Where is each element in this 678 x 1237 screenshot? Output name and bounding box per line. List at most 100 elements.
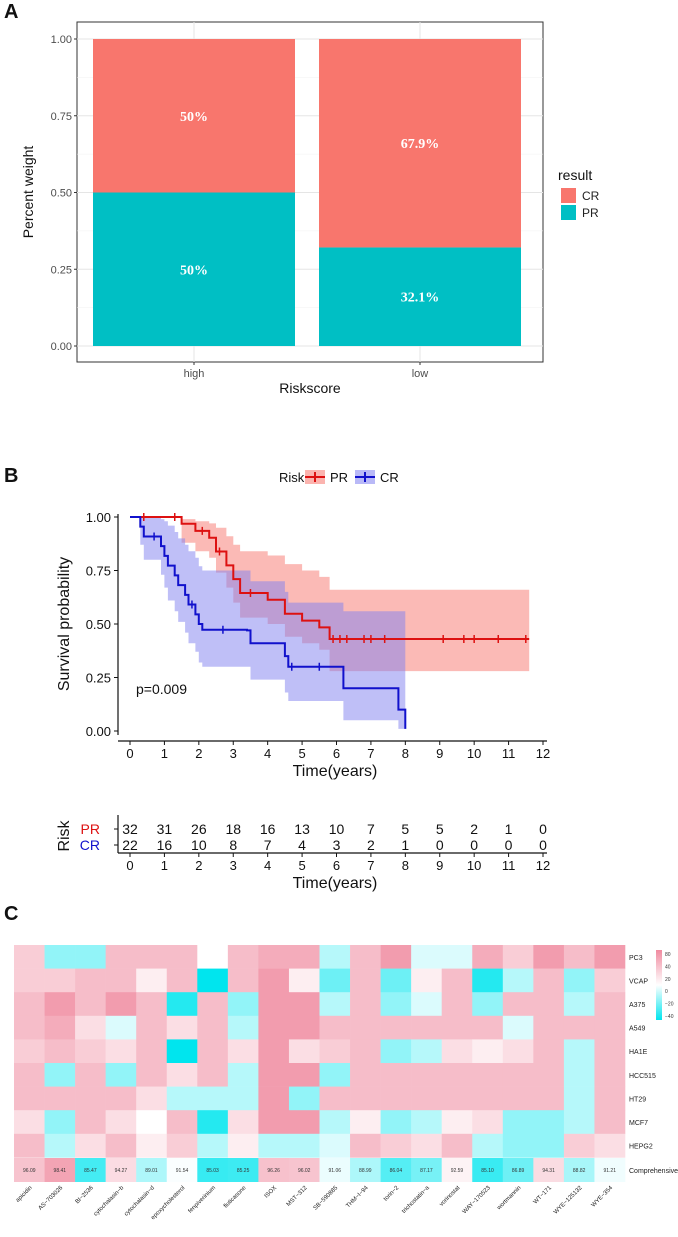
panel-a-y-tick-label: 0.50 (51, 188, 72, 200)
comprehensive-value: 91.21 (603, 1168, 616, 1174)
heatmap-cell (380, 1110, 412, 1135)
comprehensive-cell (166, 1158, 198, 1182)
heatmap-cell (227, 1086, 259, 1111)
risk-table-count: 18 (225, 821, 241, 837)
comprehensive-value: 85.25 (237, 1168, 250, 1174)
risk-table-row-label-cr: CR (80, 837, 100, 853)
comprehensive-cell (533, 1158, 565, 1182)
heatmap-row-label: VCAP (629, 978, 648, 985)
heatmap-cell (380, 968, 412, 993)
heatmap-cell (105, 992, 137, 1017)
censor-mark-pr (471, 634, 478, 643)
heatmap-cell (227, 1015, 259, 1040)
heatmap-cell (350, 992, 381, 1017)
risk-table-count: 5 (436, 821, 444, 837)
panel-a-label: A (4, 1, 18, 23)
heatmap-column-label: vorinostat (439, 1185, 462, 1208)
heatmap-column-label: WT−171 (533, 1185, 554, 1206)
heatmap-cell (136, 1063, 168, 1087)
heatmap-cell (411, 992, 442, 1017)
comprehensive-cell (411, 1158, 442, 1182)
censor-mark-cr (219, 625, 226, 634)
heatmap-cell (44, 945, 76, 969)
heatmap-cell (197, 1110, 229, 1135)
risk-table-x-tick-label: 2 (195, 858, 202, 873)
heatmap-cell (533, 1110, 565, 1135)
risk-table-count: 5 (401, 821, 409, 837)
heatmap-cell (136, 1133, 168, 1158)
heatmap-cell (44, 968, 76, 993)
heatmap-cell (14, 1086, 45, 1111)
heatmap-cell (258, 1133, 290, 1158)
risk-table-x-tick-label: 8 (402, 858, 409, 873)
heatmap-cell (563, 1086, 595, 1111)
comprehensive-cell (75, 1158, 106, 1182)
heatmap-cell (197, 1063, 229, 1087)
heatmap-row-label: MCF7 (629, 1120, 648, 1127)
comprehensive-value: 88.82 (573, 1168, 586, 1174)
comprehensive-cell (502, 1158, 534, 1182)
heatmap-cell (105, 1015, 137, 1040)
heatmap-cell (105, 945, 137, 969)
colorbar-tick-label: 80 (665, 952, 671, 958)
heatmap-cell (44, 1015, 76, 1040)
heatmap-cell (533, 1086, 565, 1111)
heatmap-cell (380, 945, 412, 969)
heatmap-cell (411, 1133, 442, 1158)
censor-mark-cr (151, 532, 158, 541)
heatmap-cell (197, 1015, 229, 1040)
heatmap-cell (288, 1015, 320, 1040)
risk-table-count: 16 (260, 821, 276, 837)
heatmap-cell (594, 1133, 626, 1158)
heatmap-cell (75, 992, 106, 1017)
heatmap-column-label: WYE−354 (591, 1185, 615, 1209)
heatmap-cell (136, 1110, 168, 1135)
risk-table-x-tick-label: 3 (230, 858, 237, 873)
panel-b-x-tick-label: 3 (230, 746, 237, 761)
heatmap-cell (380, 1063, 412, 1087)
risk-table-count: 2 (367, 837, 375, 853)
heatmap-cell (533, 992, 565, 1017)
heatmap-cell (533, 1063, 565, 1087)
heatmap-cell (594, 1063, 626, 1087)
comprehensive-value: 85.03 (206, 1168, 219, 1174)
heatmap-cell (288, 1063, 320, 1087)
heatmap-cell (594, 1110, 626, 1135)
comprehensive-value: 94.31 (542, 1168, 555, 1174)
heatmap-cell (350, 968, 381, 993)
panel-b-y-axis-title: Survival probability (56, 557, 73, 691)
comprehensive-value: 85.47 (84, 1168, 97, 1174)
comprehensive-value: 87.17 (420, 1168, 433, 1174)
risk-table-x-tick-label: 4 (264, 858, 271, 873)
heatmap-cell (563, 1015, 595, 1040)
heatmap-cell (319, 945, 351, 969)
comprehensive-cell (227, 1158, 259, 1182)
heatmap-cell (44, 1133, 76, 1158)
heatmap-cell (75, 1063, 106, 1087)
risk-table-row-label-pr: PR (81, 821, 100, 837)
heatmap-cell (227, 1039, 259, 1064)
survival-curve-cr (130, 516, 407, 729)
heatmap-cell (472, 1015, 504, 1040)
heatmap-cell (14, 1110, 45, 1135)
risk-table-count: 32 (122, 821, 138, 837)
heatmap-column-label: fluticasone (223, 1185, 248, 1210)
bar-cr-high (93, 39, 295, 193)
heatmap-cell (441, 992, 473, 1017)
comprehensive-cell (319, 1158, 351, 1182)
censor-mark-pr (247, 588, 254, 597)
heatmap-cell (533, 945, 565, 969)
comprehensive-value: 96.26 (267, 1168, 280, 1174)
heatmap-cell (319, 1015, 351, 1040)
panel-a-stacked-bar-chart: 50% 50% high 67.9% 32.1% low 0.00 0.25 0.50 0.75 1… (20, 21, 600, 396)
heatmap-row-label: PC3 (629, 955, 643, 962)
comprehensive-cell (288, 1158, 320, 1182)
heatmap-cell (472, 1110, 504, 1135)
heatmap-cell (105, 1133, 137, 1158)
heatmap-row-label: A375 (629, 1002, 645, 1009)
panel-a-x-axis-title: Riskscore (279, 380, 341, 396)
panel-b-x-tick-label: 8 (402, 746, 409, 761)
heatmap-cell (533, 968, 565, 993)
heatmap-cell (411, 945, 442, 969)
panel-b-y-tick-label: 0.50 (86, 617, 111, 632)
